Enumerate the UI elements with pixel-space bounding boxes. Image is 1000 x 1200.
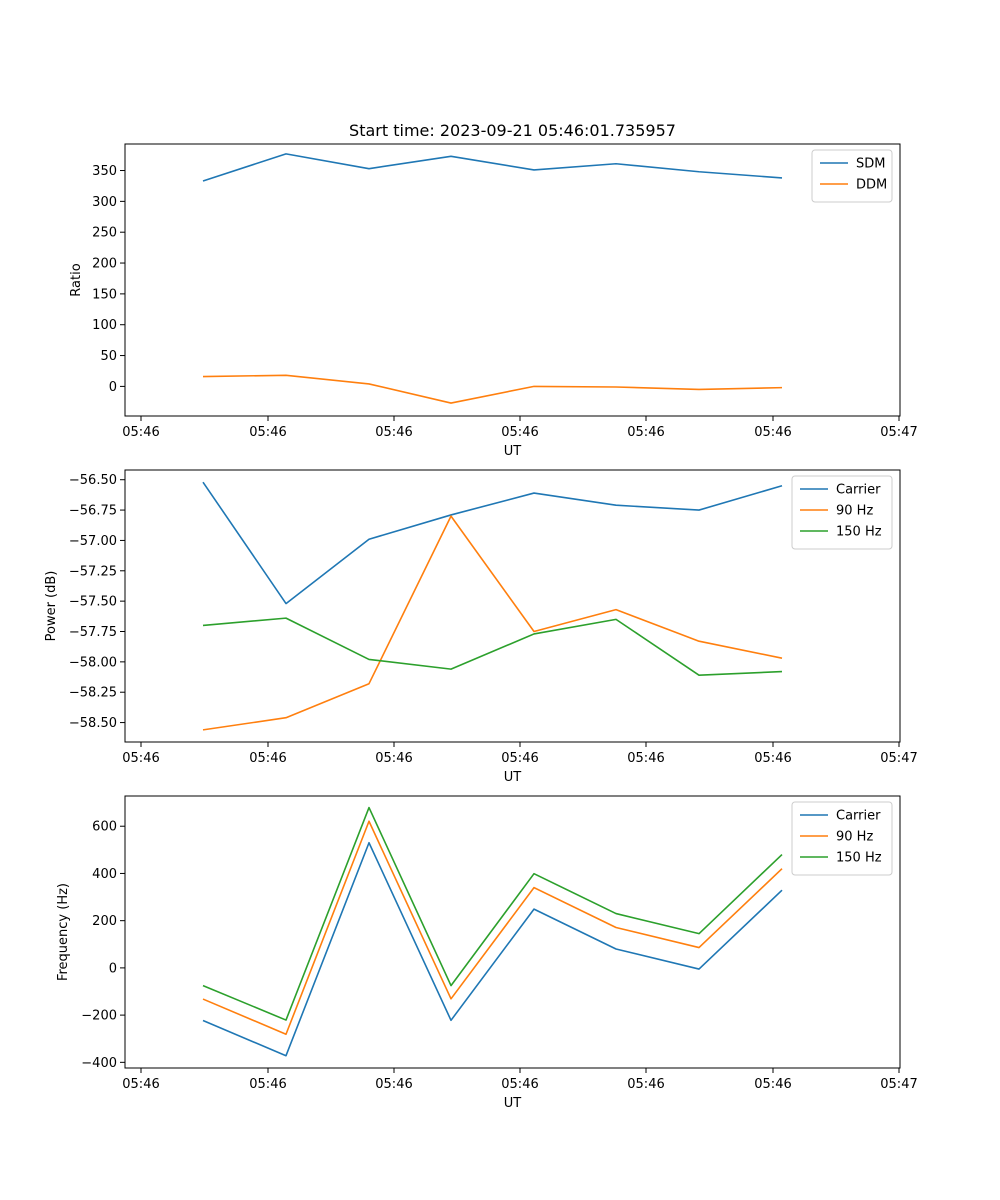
y-tick-label: −57.75 xyxy=(69,625,117,640)
y-tick-label: −200 xyxy=(81,1009,117,1024)
y-tick-label: −57.50 xyxy=(69,595,117,610)
legend: Carrier 90 Hz 150 Hz xyxy=(791,475,893,550)
y-tick-label: 600 xyxy=(92,820,117,835)
subplot-1: 05:46 05:46 05:46 05:46 05:46 05:46 05:47 0 50 10… xyxy=(69,143,918,459)
legend-entry: 90 Hz xyxy=(836,504,873,519)
y-tick-label: −57.00 xyxy=(69,534,117,549)
y-tick-label: 200 xyxy=(92,914,117,929)
y-tick-label: 0 xyxy=(109,380,117,395)
legend: Carrier 90 Hz 150 Hz xyxy=(791,801,893,876)
x-axis-label: UT xyxy=(504,444,522,459)
axes-frame xyxy=(124,795,901,1069)
x-tick-label: 05:46 xyxy=(754,1077,791,1092)
x-tick-label: 05:46 xyxy=(375,751,412,766)
x-tick-label: 05:46 xyxy=(501,1077,538,1092)
y-axis-label: Power (dB) xyxy=(44,571,59,642)
y-tick-label: −58.00 xyxy=(69,655,117,670)
y-tick-label: 100 xyxy=(92,318,117,333)
y-tick-label: −57.25 xyxy=(69,564,117,579)
x-tick-label: 05:47 xyxy=(880,1077,917,1092)
y-tick-label: 350 xyxy=(92,164,117,179)
x-axis-label: UT xyxy=(504,1096,522,1111)
subplot-3: 05:46 05:46 05:46 05:46 05:46 05:46 05:47 −400 −… xyxy=(56,795,918,1111)
x-tick-label: 05:47 xyxy=(880,751,917,766)
x-tick-label: 05:46 xyxy=(122,425,159,440)
x-tick-label: 05:46 xyxy=(501,425,538,440)
x-tick-label: 05:46 xyxy=(627,1077,664,1092)
x-tick-label: 05:46 xyxy=(627,425,664,440)
y-axis-label: Frequency (Hz) xyxy=(56,883,71,981)
y-tick-label: −58.25 xyxy=(69,686,117,701)
series-line-90-hz xyxy=(202,820,783,1036)
series-line-90-hz xyxy=(202,515,783,731)
series-line-carrier xyxy=(202,841,783,1057)
axes-frame xyxy=(124,469,901,743)
series-line-sdm xyxy=(202,153,783,182)
plots: 05:46 05:46 05:46 05:46 05:46 05:46 05:47 0 50 10… xyxy=(44,143,918,1111)
series-line-150-hz xyxy=(202,806,783,1021)
series-line-carrier xyxy=(202,481,783,605)
x-tick-label: 05:46 xyxy=(501,751,538,766)
x-tick-label: 05:46 xyxy=(627,751,664,766)
legend: SDM DDM xyxy=(811,149,893,203)
figure-title: Start time: 2023-09-21 05:46:01.735957 xyxy=(349,121,676,140)
x-tick-label: 05:46 xyxy=(249,1077,286,1092)
x-tick-label: 05:46 xyxy=(375,425,412,440)
x-tick-label: 05:46 xyxy=(122,751,159,766)
y-tick-label: 50 xyxy=(100,349,117,364)
y-tick-label: 400 xyxy=(92,867,117,882)
x-tick-label: 05:46 xyxy=(375,1077,412,1092)
y-tick-label: 300 xyxy=(92,195,117,210)
legend-entry: 150 Hz xyxy=(836,851,882,866)
legend-entry: SDM xyxy=(856,157,885,172)
x-tick-label: 05:46 xyxy=(249,751,286,766)
x-tick-label: 05:47 xyxy=(880,425,917,440)
series-line-150-hz xyxy=(202,617,783,677)
y-tick-label: 200 xyxy=(92,257,117,272)
x-tick-label: 05:46 xyxy=(249,425,286,440)
x-tick-label: 05:46 xyxy=(122,1077,159,1092)
x-tick-label: 05:46 xyxy=(754,751,791,766)
y-tick-label: 150 xyxy=(92,287,117,302)
y-tick-label: −58.50 xyxy=(69,716,117,731)
legend-entry: DDM xyxy=(856,178,887,193)
y-tick-label: 250 xyxy=(92,226,117,241)
y-tick-label: 0 xyxy=(109,961,117,976)
subplot-2: 05:46 05:46 05:46 05:46 05:46 05:46 05:47 −58.5… xyxy=(44,469,918,785)
legend-entry: 90 Hz xyxy=(836,830,873,845)
x-tick-label: 05:46 xyxy=(754,425,791,440)
series-line-ddm xyxy=(202,374,783,404)
legend-entry: Carrier xyxy=(836,809,881,824)
legend-entry: 150 Hz xyxy=(836,525,882,540)
axes-frame xyxy=(124,143,901,417)
y-axis-label: Ratio xyxy=(69,263,84,296)
y-tick-label: −400 xyxy=(81,1056,117,1071)
y-tick-label: −56.50 xyxy=(69,473,117,488)
y-tick-label: −56.75 xyxy=(69,504,117,519)
legend-entry: Carrier xyxy=(836,483,881,498)
x-axis-label: UT xyxy=(504,770,522,785)
